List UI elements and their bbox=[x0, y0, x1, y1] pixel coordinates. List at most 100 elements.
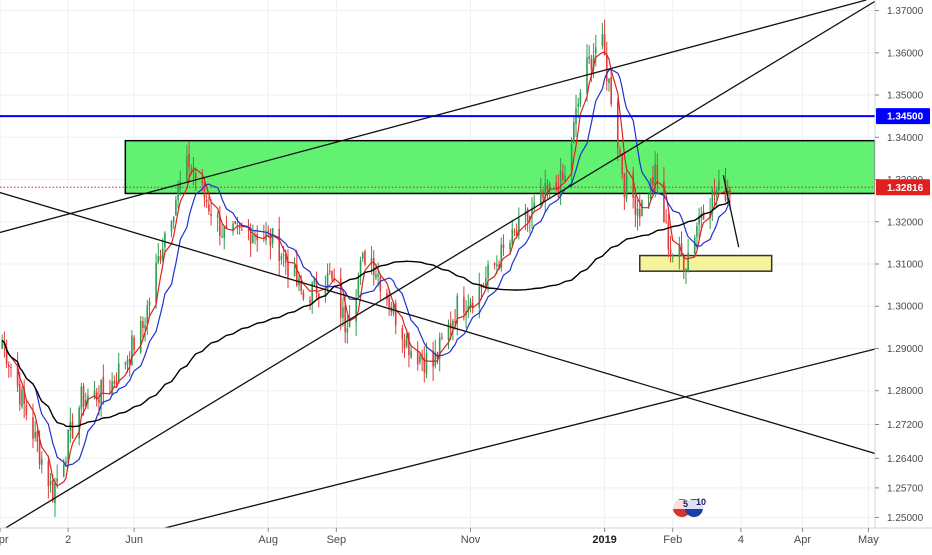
candle-body bbox=[515, 229, 518, 236]
candle-body bbox=[456, 295, 459, 323]
candle-body bbox=[344, 306, 346, 333]
candle-body bbox=[32, 417, 34, 439]
price-axis[interactable]: 1.370001.360001.350001.340001.330001.320… bbox=[874, 0, 932, 550]
candle-body bbox=[533, 202, 536, 209]
candle-body bbox=[463, 296, 465, 313]
candle-body bbox=[38, 439, 41, 465]
candle-body bbox=[194, 173, 197, 180]
y-tick-label: 1.26400 bbox=[887, 454, 924, 465]
ma-line-mid bbox=[1, 68, 731, 467]
candle-body bbox=[175, 200, 177, 216]
candle-body bbox=[216, 215, 219, 218]
candle-body bbox=[579, 92, 582, 104]
candle-body bbox=[438, 337, 441, 359]
candle-body bbox=[529, 216, 531, 221]
candle-body bbox=[471, 303, 474, 308]
tradingview-ideas-badge-icon: 5 10 bbox=[672, 497, 706, 517]
candle-body bbox=[546, 185, 549, 191]
candle-body bbox=[570, 144, 573, 175]
trend-lines bbox=[0, 0, 878, 533]
candle-body bbox=[423, 357, 426, 373]
candle-body bbox=[177, 187, 179, 201]
y-tick-label: 1.25700 bbox=[887, 483, 924, 494]
candle-body bbox=[392, 302, 395, 314]
candle-body bbox=[434, 353, 437, 366]
ma-line-fast bbox=[1, 51, 730, 487]
candle-body bbox=[65, 461, 67, 464]
candle-body bbox=[232, 223, 234, 232]
svg-text:10: 10 bbox=[696, 497, 706, 507]
candle-body bbox=[285, 253, 287, 263]
time-axis[interactable]: Apr 2 Jun Aug Sep Nov 2019 Feb 4 Apr May bbox=[0, 527, 932, 550]
candle-body bbox=[518, 218, 520, 236]
candle-body bbox=[671, 254, 674, 257]
candle-body bbox=[493, 263, 496, 265]
x-tick-label: May bbox=[858, 534, 879, 546]
candle-body bbox=[544, 182, 547, 198]
candle-body bbox=[623, 173, 626, 197]
candle-body bbox=[179, 182, 182, 190]
candle-body bbox=[203, 182, 206, 198]
candle-body bbox=[172, 216, 175, 223]
candle-body bbox=[656, 165, 659, 184]
candle-body bbox=[21, 389, 23, 407]
candle-body bbox=[687, 252, 689, 271]
candle-body bbox=[1, 340, 3, 349]
candle-body bbox=[49, 480, 52, 485]
candle-body bbox=[513, 231, 516, 233]
candle-body bbox=[619, 149, 621, 154]
candle-body bbox=[331, 271, 333, 279]
candle-body bbox=[652, 176, 654, 186]
candle-body bbox=[254, 235, 256, 237]
zones bbox=[124, 139, 876, 272]
candle-body bbox=[80, 386, 83, 409]
candle-body bbox=[93, 390, 96, 399]
candle-body bbox=[249, 227, 252, 244]
candle-body bbox=[361, 252, 364, 259]
x-tick-label: Jun bbox=[125, 534, 143, 546]
candle-body bbox=[205, 199, 208, 203]
level-badge-text: 1.34500 bbox=[887, 112, 924, 123]
lower-channel-line bbox=[164, 347, 878, 529]
candle-body bbox=[496, 264, 498, 266]
candle-body bbox=[447, 323, 450, 340]
y-tick-label: 1.25000 bbox=[887, 513, 924, 524]
x-tick-label: 2019 bbox=[592, 534, 616, 546]
candle-body bbox=[71, 421, 74, 439]
candle-body bbox=[339, 278, 342, 318]
candle-body bbox=[364, 251, 366, 265]
candle-body bbox=[111, 381, 113, 396]
candle-body bbox=[379, 276, 382, 292]
candle-body bbox=[403, 339, 406, 349]
x-tick-label: Sep bbox=[327, 534, 347, 546]
candle-body bbox=[594, 47, 597, 54]
candle-body bbox=[36, 431, 39, 442]
candle-body bbox=[608, 78, 610, 84]
candle-body bbox=[509, 243, 511, 250]
candle-body bbox=[388, 297, 390, 309]
candle-body bbox=[348, 319, 351, 328]
candle-body bbox=[372, 258, 375, 276]
candle-body bbox=[559, 170, 562, 197]
candle-body bbox=[23, 388, 25, 404]
x-tick-label: 2 bbox=[65, 534, 71, 546]
candle-body bbox=[410, 351, 412, 358]
candle-body bbox=[682, 255, 685, 270]
candle-body bbox=[621, 153, 623, 175]
candle-body bbox=[54, 483, 56, 504]
price-axis-bg bbox=[875, 0, 932, 550]
y-tick-label: 1.32000 bbox=[887, 217, 924, 228]
candle-body bbox=[131, 335, 133, 365]
candle-body bbox=[300, 280, 302, 291]
price-badges: 1.34500 1.32816 bbox=[876, 108, 930, 196]
watermark: 5 10 bbox=[672, 497, 706, 517]
projection-arrow-line bbox=[722, 175, 740, 248]
candle-body bbox=[654, 164, 656, 187]
candle-body bbox=[164, 232, 166, 248]
candle-body bbox=[124, 363, 127, 365]
candle-body bbox=[18, 384, 21, 405]
candle-body bbox=[144, 325, 146, 329]
candle-body bbox=[25, 405, 28, 416]
